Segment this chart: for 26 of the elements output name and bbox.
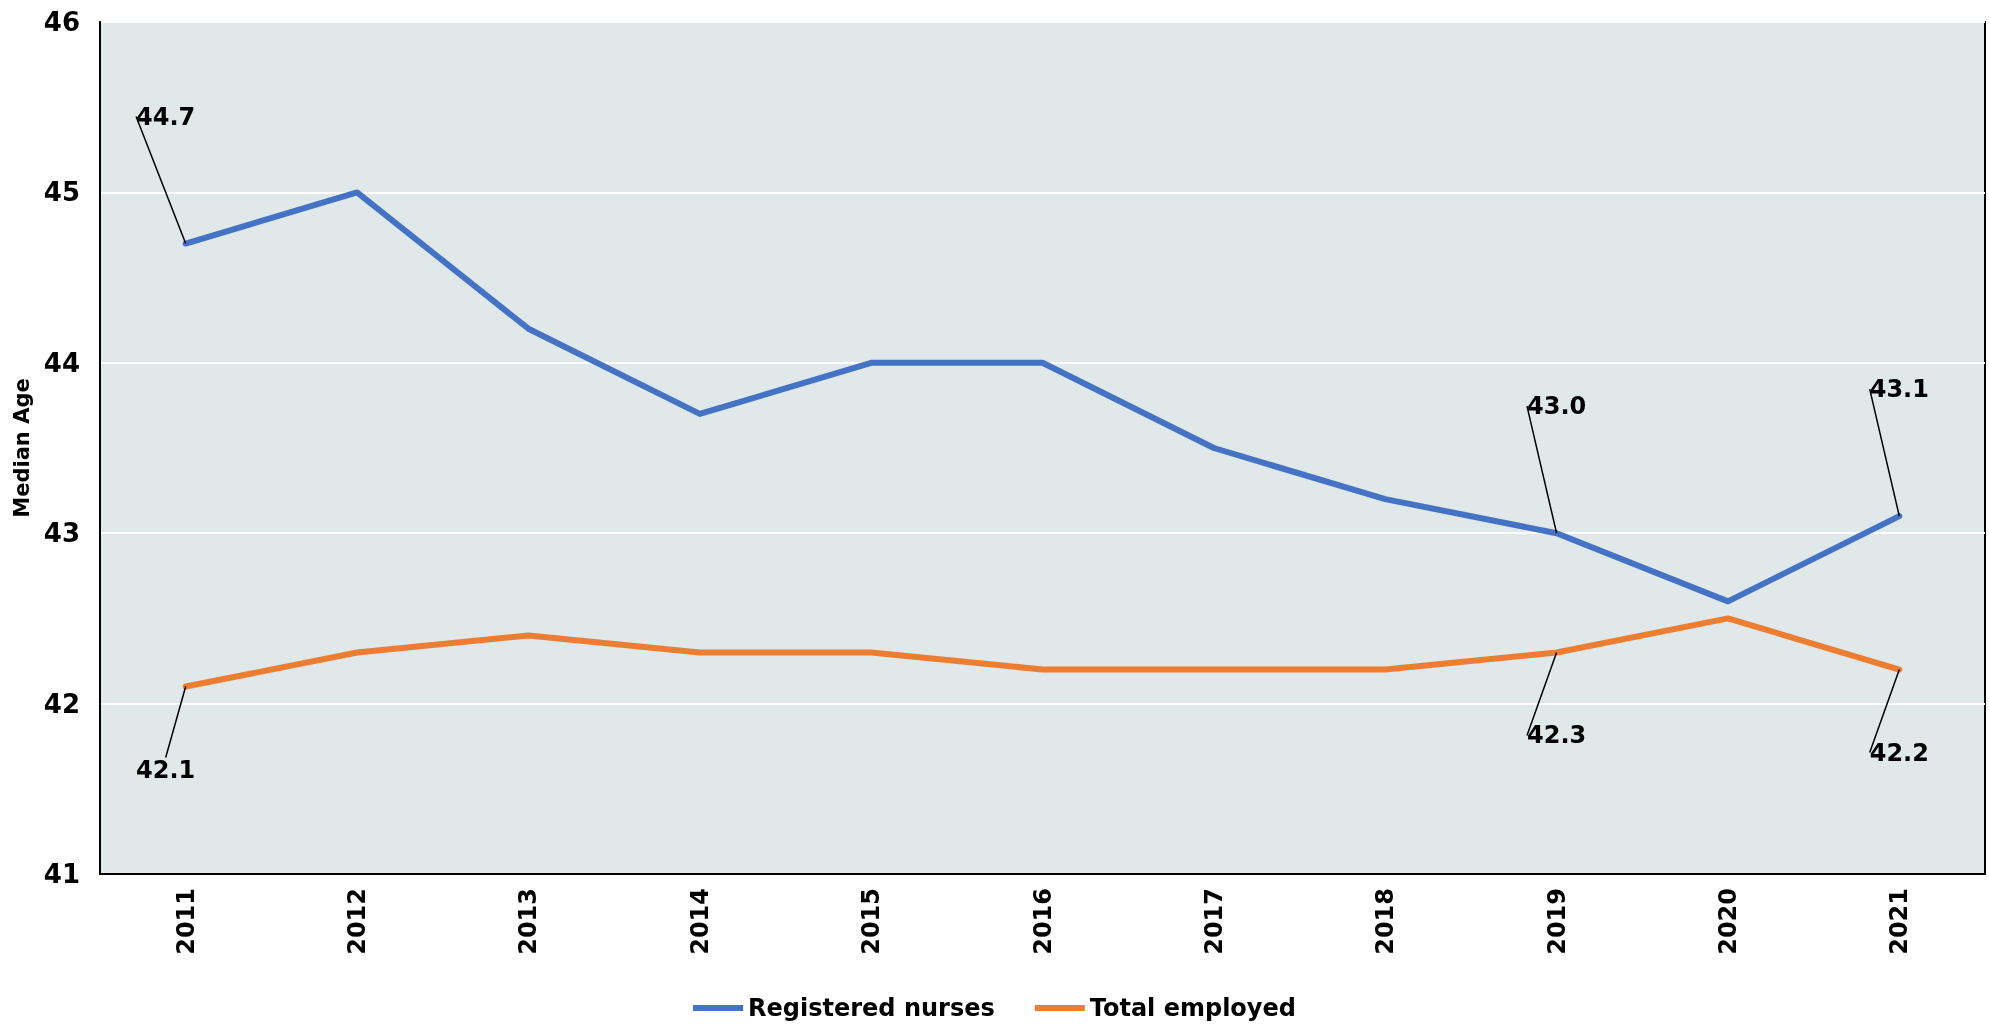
data-label: 42.2 — [1869, 738, 1929, 767]
x-tick-label: 2016 — [1028, 888, 1057, 955]
data-label: 43.0 — [1526, 392, 1587, 421]
x-tick-label: 2012 — [343, 888, 372, 955]
x-tick-label: 2011 — [171, 888, 200, 955]
x-tick-label: 2020 — [1713, 888, 1742, 955]
x-tick-label: 2021 — [1885, 888, 1914, 955]
y-tick-label: 43 — [43, 518, 80, 549]
legend-label: Total employed — [1089, 994, 1296, 1022]
y-tick-label: 45 — [43, 177, 80, 208]
data-label: 42.3 — [1526, 721, 1587, 750]
y-tick-label: 41 — [43, 859, 80, 889]
y-axis-title: Median Age — [9, 378, 34, 518]
y-tick-label: 46 — [43, 7, 80, 37]
data-label: 43.1 — [1869, 375, 1929, 404]
y-tick-label: 44 — [43, 347, 80, 378]
y-tick-label: 42 — [43, 688, 80, 719]
x-tick-label: 2014 — [685, 888, 714, 955]
legend-label: Registered nurses — [748, 994, 995, 1022]
data-label: 44.7 — [136, 102, 196, 131]
x-tick-label: 2018 — [1371, 888, 1400, 955]
x-tick-label: 2019 — [1542, 888, 1571, 955]
x-tick-label: 2015 — [857, 888, 886, 955]
data-label: 42.1 — [136, 755, 196, 784]
x-tick-label: 2013 — [514, 888, 543, 955]
x-tick-label: 2017 — [1199, 888, 1228, 955]
